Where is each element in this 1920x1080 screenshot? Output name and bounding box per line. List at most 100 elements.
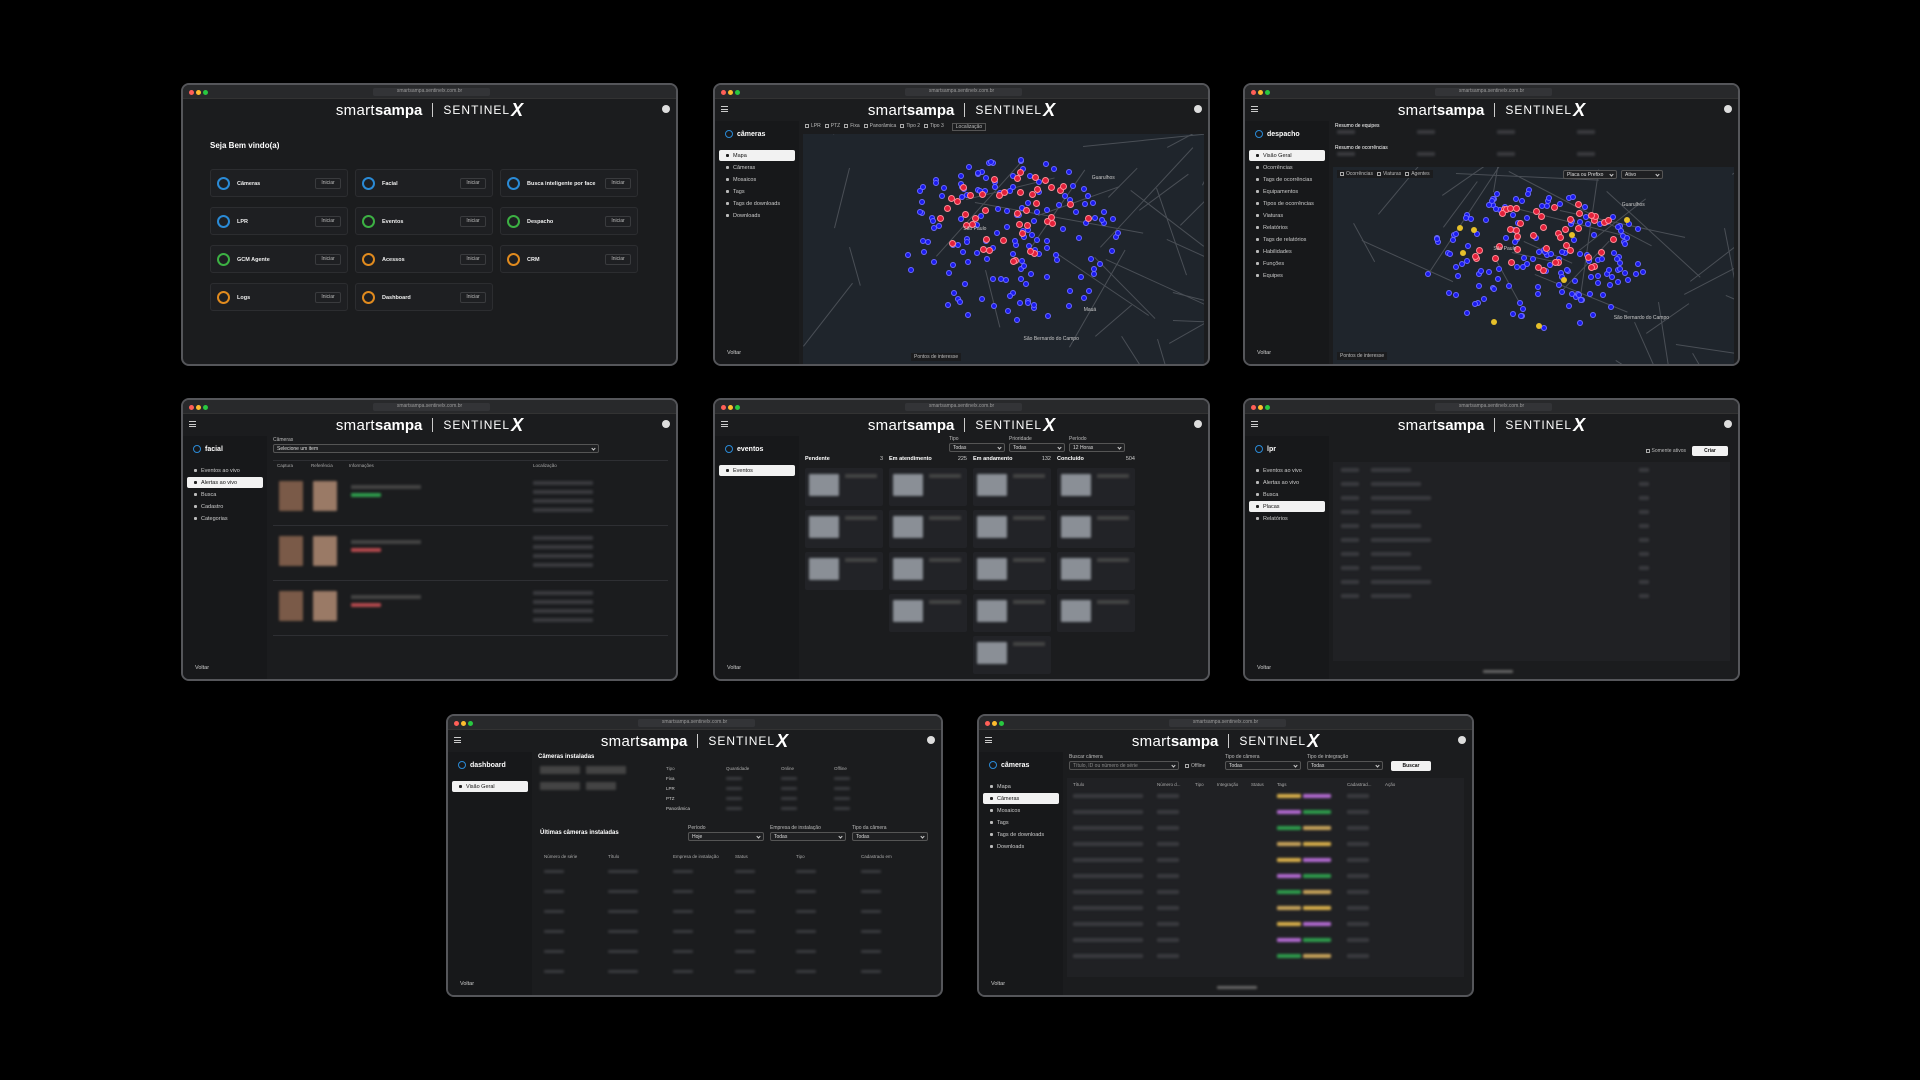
tile-button[interactable]: Iniciar (315, 178, 341, 189)
nav-item[interactable]: Viaturas (1249, 210, 1325, 221)
layer-option[interactable]: Ocorrências (1340, 171, 1373, 177)
nav-item[interactable]: Equipes (1249, 270, 1325, 281)
tile[interactable]: LPR Iniciar (210, 207, 348, 235)
filter-option[interactable]: LPR (805, 123, 821, 131)
button-white[interactable]: Criar (1692, 446, 1728, 456)
tile[interactable]: Logs Iniciar (210, 283, 348, 311)
nav-item[interactable]: Tags (983, 817, 1059, 828)
tile-button[interactable]: Iniciar (315, 216, 341, 227)
tile[interactable]: Eventos Iniciar (355, 207, 493, 235)
label[interactable]: Somente ativos (1645, 448, 1686, 454)
nav-item[interactable]: Visão Geral (452, 781, 528, 792)
tile-button[interactable]: Iniciar (315, 292, 341, 303)
back-link[interactable]: Voltar (727, 350, 742, 356)
nav-item[interactable]: Downloads (983, 841, 1059, 852)
nav-item[interactable]: Mosaicos (719, 174, 795, 185)
select-box[interactable]: Todas (1307, 761, 1383, 770)
nav-item[interactable]: Categorias (187, 513, 263, 524)
nav-item[interactable]: Funções (1249, 258, 1325, 269)
nav-item[interactable]: Cadastro (187, 501, 263, 512)
tile[interactable]: Câmeras Iniciar (210, 169, 348, 197)
nav-item[interactable]: Tipos de ocorrências (1249, 198, 1325, 209)
back-link[interactable]: Voltar (991, 981, 1006, 987)
tile-button[interactable]: Iniciar (460, 292, 486, 303)
tile[interactable]: Dashboard Iniciar (355, 283, 493, 311)
nav-item[interactable]: Relatórios (1249, 222, 1325, 233)
tile-button[interactable]: Iniciar (460, 216, 486, 227)
select-box[interactable]: Hoje (688, 832, 764, 841)
tile-button[interactable]: Iniciar (605, 216, 631, 227)
label[interactable]: Offline (1185, 763, 1205, 769)
nav-item[interactable]: Tags de downloads (719, 198, 795, 209)
back-link[interactable]: Voltar (1257, 665, 1272, 671)
tile-button[interactable]: Iniciar (605, 178, 631, 189)
layer-option[interactable]: Agentes (1405, 171, 1430, 177)
select-box[interactable]: Todas (1225, 761, 1301, 770)
tile[interactable]: GCM Agente Iniciar (210, 245, 348, 273)
hamburger[interactable] (985, 737, 992, 743)
nav-item[interactable]: Ocorrências (1249, 162, 1325, 173)
user-icon[interactable] (1724, 420, 1732, 428)
select-box[interactable]: Todas (852, 832, 928, 841)
tile[interactable]: CRM Iniciar (500, 245, 638, 273)
hamburger[interactable] (189, 421, 196, 427)
nav-item[interactable]: Eventos (719, 465, 795, 476)
filter-option[interactable]: Localização (951, 123, 987, 131)
user-icon[interactable] (1458, 736, 1466, 744)
back-link[interactable]: Voltar (195, 665, 210, 671)
layer-option[interactable]: Viaturas (1376, 171, 1401, 177)
nav-item[interactable]: Equipamentos (1249, 186, 1325, 197)
nav-item[interactable]: Tags (719, 186, 795, 197)
nav-item[interactable]: Downloads (719, 210, 795, 221)
back-link[interactable]: Voltar (727, 665, 742, 671)
nav-item[interactable]: Mosaicos (983, 805, 1059, 816)
nav-item[interactable]: Busca (187, 489, 263, 500)
nav-item[interactable]: Eventos ao vivo (187, 465, 263, 476)
tile[interactable]: Despacho Iniciar (500, 207, 638, 235)
tile-button[interactable]: Iniciar (460, 254, 486, 265)
user-icon[interactable] (927, 736, 935, 744)
button-white[interactable]: Buscar (1391, 761, 1431, 771)
hamburger[interactable] (721, 106, 728, 112)
select-box[interactable]: Ativo (1621, 170, 1663, 179)
hamburger[interactable] (721, 421, 728, 427)
nav-item[interactable]: Mapa (719, 150, 795, 161)
filter-option[interactable]: Tipo 2 (900, 123, 920, 131)
filter-option[interactable]: Panorâmica (863, 123, 896, 131)
tile[interactable]: Acessos Iniciar (355, 245, 493, 273)
user-icon[interactable] (1194, 105, 1202, 113)
hamburger[interactable] (1251, 106, 1258, 112)
tile-button[interactable]: Iniciar (460, 178, 486, 189)
nav-item[interactable]: Alertas ao vivo (1249, 477, 1325, 488)
nav-item[interactable]: Busca (1249, 489, 1325, 500)
select-box[interactable]: Todas (1009, 443, 1065, 452)
back-link[interactable]: Voltar (1257, 350, 1272, 356)
select-box[interactable]: Todas (949, 443, 1005, 452)
select-box[interactable]: Todas (770, 832, 846, 841)
nav-item[interactable]: Habilidades (1249, 246, 1325, 257)
tile[interactable]: Busca inteligente por face Iniciar (500, 169, 638, 197)
filter-option[interactable]: Tipo 3 (924, 123, 944, 131)
nav-item[interactable]: Tags de relatórios (1249, 234, 1325, 245)
select-box[interactable]: Selecione um item (273, 444, 599, 453)
nav-item[interactable]: Tags de downloads (983, 829, 1059, 840)
nav-item[interactable]: Relatórios (1249, 513, 1325, 524)
back-link[interactable]: Voltar (460, 981, 475, 987)
nav-item[interactable]: Eventos ao vivo (1249, 465, 1325, 476)
hamburger[interactable] (1251, 421, 1258, 427)
nav-item[interactable]: Visão Geral (1249, 150, 1325, 161)
user-icon[interactable] (662, 105, 670, 113)
tile[interactable]: Facial Iniciar (355, 169, 493, 197)
filter-option[interactable]: PTZ (824, 123, 840, 131)
nav-item[interactable]: Mapa (983, 781, 1059, 792)
nav-item[interactable]: Tags de ocorrências (1249, 174, 1325, 185)
user-icon[interactable] (662, 420, 670, 428)
select-box[interactable]: Placa ou Prefixo (1563, 170, 1617, 179)
nav-item[interactable]: Câmeras (983, 793, 1059, 804)
user-icon[interactable] (1194, 420, 1202, 428)
tile-button[interactable]: Iniciar (605, 254, 631, 265)
tile-button[interactable]: Iniciar (315, 254, 341, 265)
filter-option[interactable]: Fixa (844, 123, 860, 131)
select-box[interactable]: 12 Horas (1069, 443, 1125, 452)
nav-item[interactable]: Alertas ao vivo (187, 477, 263, 488)
